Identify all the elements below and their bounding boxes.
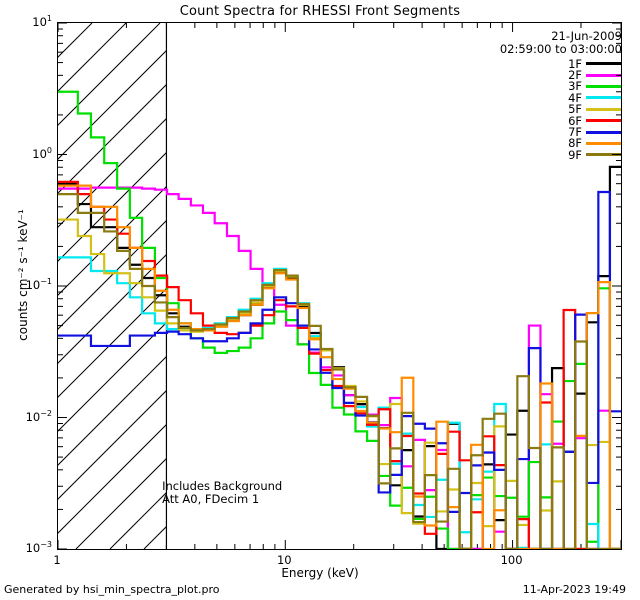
legend-item-4f: 4F xyxy=(568,90,622,105)
hatch-line xyxy=(58,253,167,364)
footer-generator: Generated by hsi_min_spectra_plot.pro xyxy=(4,583,220,596)
spectra-plot-area xyxy=(57,22,622,550)
page-title: Count Spectra for RHESSI Front Segments xyxy=(179,4,461,19)
x-tick-label: 10 xyxy=(276,553,292,567)
annotation-line-1: Includes Background xyxy=(162,478,283,493)
hatch-line xyxy=(58,287,167,398)
hatch-line xyxy=(450,23,621,549)
observation-dateline: 21-Jun-2009 02:59:00 to 03:00:00 xyxy=(500,30,622,56)
x-tick-label: 100 xyxy=(500,553,523,567)
y-tick-label: 10−3 xyxy=(25,540,52,555)
y-tick-label: 100 xyxy=(32,145,52,161)
hatch-line xyxy=(518,23,621,549)
x-axis-label: Energy (keV) xyxy=(281,566,359,580)
legend-item-1f: 1F xyxy=(568,56,622,71)
legend-color-swatch xyxy=(586,141,622,145)
legend-label: 7F xyxy=(568,125,582,140)
hatch-line xyxy=(58,83,167,194)
legend-item-6f: 6F xyxy=(568,113,622,128)
spectrum-trace-2f xyxy=(58,186,621,549)
hatch-line xyxy=(58,185,167,296)
spectrum-trace-6f xyxy=(58,180,621,549)
legend-color-swatch xyxy=(586,62,622,66)
legend: 1F 2F 3F 4F 5F 6F 7F 8F 9F xyxy=(568,56,622,162)
hatch-line xyxy=(109,491,167,549)
hatch-line xyxy=(58,389,167,500)
hatch-line xyxy=(58,423,167,534)
legend-item-3f: 3F xyxy=(568,79,622,94)
legend-color-swatch xyxy=(586,130,622,134)
spectrum-trace-9f xyxy=(58,192,621,549)
legend-label: 5F xyxy=(568,102,582,117)
y-tick-label: 101 xyxy=(32,14,52,29)
spectrum-trace-4f xyxy=(58,256,621,549)
legend-color-swatch xyxy=(586,73,622,77)
annotation-line-2: Att A0, FDecim 1 xyxy=(162,491,260,506)
legend-label: 1F xyxy=(568,56,582,71)
hatch-line xyxy=(416,23,621,549)
legend-item-9f: 9F xyxy=(568,147,622,162)
hatch-line xyxy=(348,23,621,549)
axis-ticks xyxy=(58,23,621,549)
legend-color-swatch xyxy=(586,96,622,100)
hatch-line xyxy=(143,525,167,549)
hatch-line xyxy=(58,355,167,466)
footer-timestamp: 11-Apr-2023 19:49 xyxy=(522,583,626,596)
hatch-line xyxy=(58,151,167,262)
legend-label: 8F xyxy=(568,136,582,151)
hatch-line xyxy=(58,23,161,126)
y-tick-label: 10−1 xyxy=(25,277,52,292)
legend-color-swatch xyxy=(586,119,622,123)
legend-label: 6F xyxy=(568,113,582,128)
hatch-line xyxy=(178,23,621,549)
plot-annotations: Includes Background Att A0, FDecim 1 xyxy=(162,478,283,506)
hatch-line xyxy=(280,23,621,549)
y-tick-label: 10−2 xyxy=(25,408,52,424)
hatch-line xyxy=(58,117,167,228)
legend-label: 4F xyxy=(568,90,582,105)
hatch-line xyxy=(75,457,167,549)
observation-date: 21-Jun-2009 xyxy=(551,29,622,43)
legend-color-swatch xyxy=(586,107,622,111)
legend-label: 9F xyxy=(568,147,582,162)
legend-item-5f: 5F xyxy=(568,102,622,117)
legend-item-2f: 2F xyxy=(568,68,622,83)
hatch-line xyxy=(58,219,167,330)
legend-label: 2F xyxy=(568,68,582,83)
legend-item-7f: 7F xyxy=(568,125,622,140)
legend-color-swatch xyxy=(586,84,622,88)
y-axis-label: counts cm⁻² s⁻¹ keV⁻¹ xyxy=(16,209,30,341)
legend-color-swatch xyxy=(586,153,622,157)
spectrum-trace-3f xyxy=(58,90,621,549)
hatch-line xyxy=(246,23,621,549)
hatch-line xyxy=(58,49,167,160)
legend-item-8f: 8F xyxy=(568,136,622,151)
x-tick-label: 1 xyxy=(53,553,61,567)
observation-interval: 02:59:00 to 03:00:00 xyxy=(499,42,622,56)
legend-label: 3F xyxy=(568,79,582,94)
spectra-canvas xyxy=(58,23,621,549)
